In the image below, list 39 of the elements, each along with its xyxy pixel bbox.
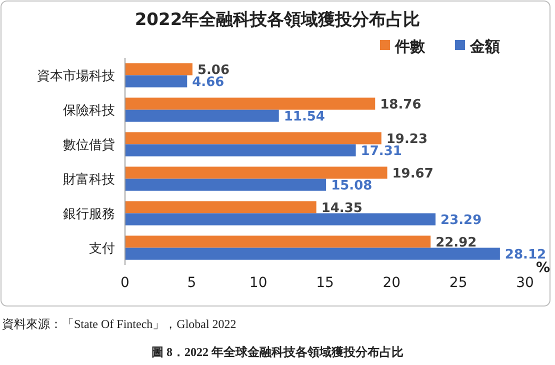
- source-note: 資料來源：「State Of Fintech」，Global 2022: [2, 317, 236, 331]
- x-tick-label: 30: [516, 275, 534, 291]
- x-tick-label: 15: [316, 275, 334, 291]
- data-label: 14.35: [321, 200, 362, 216]
- y-tick-label: 銀行服務: [63, 206, 115, 222]
- y-tick-label: 財富科技: [63, 171, 115, 188]
- bar: [125, 132, 382, 144]
- data-label: 15.08: [331, 178, 372, 194]
- bar: [125, 75, 188, 88]
- x-tick-label: 0: [120, 275, 130, 291]
- data-label: 23.29: [440, 212, 482, 228]
- caption: 圖 8．2022 年全球金融科技各領域獲投分布占比: [152, 345, 404, 359]
- bar: [125, 236, 431, 248]
- bar: [125, 201, 316, 214]
- y-tick-label: 數位借貸: [63, 138, 115, 153]
- x-tick-label: 5: [187, 275, 196, 291]
- bar: [125, 213, 436, 226]
- x-tick-label: 10: [249, 275, 268, 291]
- bar: [125, 63, 192, 76]
- x-tick-label: 20: [382, 275, 401, 291]
- bar: [125, 178, 326, 191]
- data-label: 18.76: [380, 97, 422, 112]
- legend-label: 金額: [469, 37, 500, 56]
- x-tick-label: 25: [449, 275, 468, 291]
- bar: [125, 166, 388, 179]
- bar: [125, 110, 279, 122]
- chart-title: 2022年全融科技各領域獲投分布占比: [134, 10, 420, 30]
- data-label: 11.54: [284, 109, 325, 124]
- bar: [125, 98, 376, 110]
- bar: [125, 248, 500, 260]
- legend-label: 件數: [394, 37, 426, 56]
- bar: [125, 144, 356, 156]
- y-tick-label: 支付: [89, 241, 115, 256]
- x-axis-title: %: [536, 260, 550, 276]
- data-label: 19.67: [392, 166, 434, 182]
- data-label: 28.12: [504, 247, 546, 262]
- y-tick-label: 保險科技: [63, 103, 115, 118]
- data-label: 22.92: [436, 235, 477, 250]
- y-tick-label: 資本市場科技: [37, 68, 115, 84]
